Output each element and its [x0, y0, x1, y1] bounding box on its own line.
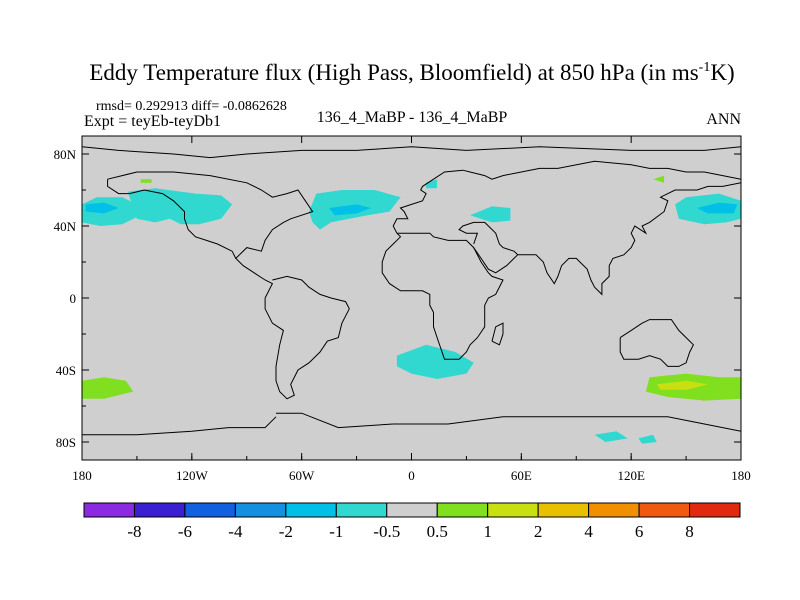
- coastline-7: [619, 319, 695, 367]
- coastline-0: [82, 146, 741, 159]
- coastline-9: [276, 412, 741, 432]
- anomaly-n-pacific-west-core: [85, 202, 119, 214]
- colorbar-label: -8: [127, 522, 141, 541]
- coastline-8: [491, 322, 504, 346]
- colorbar-swatch: [386, 502, 438, 518]
- colorbar-swatch: [83, 502, 135, 518]
- anomaly-nw-pacific-core: [697, 202, 738, 214]
- anomaly-southern-ocean-patch-2: [638, 434, 657, 444]
- x-tick-label: 120W: [176, 468, 209, 483]
- colorbar-label: -0.5: [373, 522, 400, 541]
- map-background: [82, 136, 741, 460]
- anomaly-s-indian-core: [656, 380, 708, 390]
- coastline-10: [82, 416, 277, 436]
- colorbar-swatch: [588, 502, 640, 518]
- left-label: Expt = teyEb-teyDb1: [84, 113, 221, 130]
- colorbar-swatch: [436, 502, 489, 518]
- anomaly-n-africa-patch: [470, 206, 511, 223]
- colorbar-label: -6: [178, 522, 192, 541]
- anomaly-siberia-blip: [426, 179, 438, 189]
- coastline-layer: [82, 146, 741, 436]
- colorbar-label: 0.5: [427, 522, 448, 541]
- colorbar-swatch: [537, 502, 590, 518]
- colorbar-swatch: [234, 502, 287, 518]
- coastline-1: [107, 171, 350, 400]
- colorbar-label: 8: [685, 522, 694, 541]
- y-tick-label: 0: [70, 291, 77, 306]
- y-tick-label: 40S: [56, 363, 76, 378]
- coastline-5: [458, 221, 519, 274]
- coastline-4: [381, 232, 504, 360]
- x-tick-label: 0: [408, 468, 415, 483]
- anomaly-southern-ocean-patch: [594, 431, 628, 442]
- y-tick-label: 80S: [56, 435, 76, 450]
- colorbar-label: 6: [635, 522, 644, 541]
- coastline-6: [517, 182, 741, 296]
- coastline-2: [107, 179, 237, 259]
- colorbar-swatch: [184, 502, 236, 518]
- colorbar-swatch: [638, 502, 691, 518]
- colorbar-swatch: [133, 502, 186, 518]
- colorbar-label: -2: [279, 522, 293, 541]
- colorbar-swatch: [689, 502, 741, 518]
- title-main: Eddy Temperature flux (High Pass, Bloomf…: [89, 60, 698, 85]
- x-tick-label: 60E: [511, 468, 532, 483]
- right-label: ANN: [706, 111, 741, 128]
- colorbar-label: -1: [329, 522, 343, 541]
- anomaly-layer: [82, 175, 741, 444]
- x-tick-label: 180: [731, 468, 751, 483]
- anomaly-s-atlantic: [396, 344, 474, 379]
- chart-title: Eddy Temperature flux (High Pass, Bloomf…: [89, 60, 734, 85]
- colorbar-label: 2: [534, 522, 543, 541]
- colorbar: -8 -6 -4 -2 -1 -0.5 0.5 1 2 4 6 8: [83, 502, 741, 541]
- colorbar-swatch: [487, 502, 539, 518]
- coastline-3: [392, 160, 741, 234]
- title-end: K): [710, 60, 734, 85]
- anomaly-n-atlantic-core: [329, 204, 372, 216]
- anomaly-arctic-green: [653, 175, 665, 183]
- x-tick-label: 60W: [289, 468, 315, 483]
- anomaly-s-pacific: [82, 377, 134, 399]
- title-superscript: -1: [699, 60, 711, 75]
- colorbar-swatch: [335, 502, 388, 518]
- anomaly-pacific-green-blip: [140, 179, 152, 183]
- colorbar-label: -4: [228, 522, 243, 541]
- y-tick-label: 40N: [54, 219, 77, 234]
- colorbar-label: 4: [584, 522, 593, 541]
- anomaly-n-pacific-east: [127, 188, 233, 225]
- colorbar-label: 1: [483, 522, 492, 541]
- axis-layer: 180 120W 60W 0 60E 120E 180 80N 40N 0 40S 80S: [54, 136, 751, 483]
- x-tick-label: 180: [72, 468, 92, 483]
- stats-label: rmsd= 0.292913 diff= -0.0862628: [96, 99, 287, 114]
- x-tick-label: 120E: [617, 468, 645, 483]
- y-tick-label: 80N: [54, 147, 77, 162]
- center-label: 136_4_MaBP - 136_4_MaBP: [317, 109, 508, 126]
- colorbar-swatch: [285, 502, 337, 518]
